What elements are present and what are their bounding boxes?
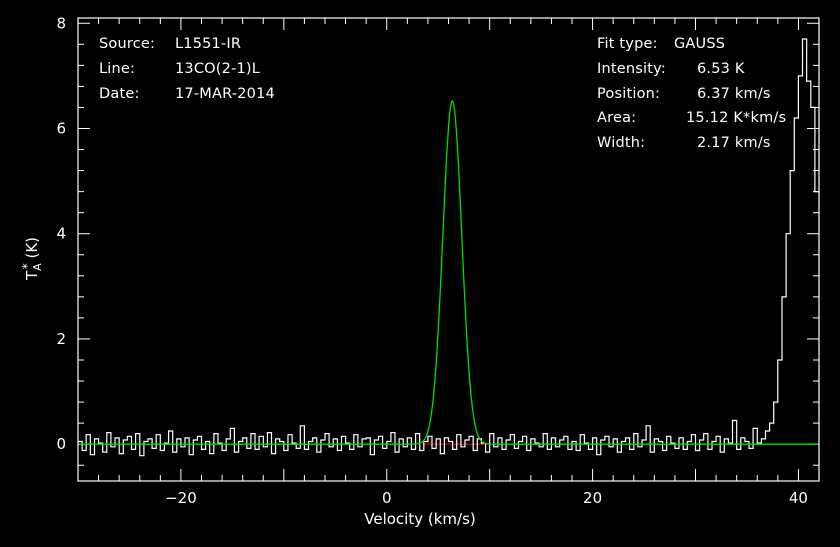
gaussian-fit-line [78, 99, 818, 445]
x-tick-label: −20 [165, 489, 197, 507]
x-tick-label: 0 [382, 489, 392, 507]
y-axis-label-main: T [23, 270, 41, 280]
y-axis-label: TA* (K) [20, 237, 44, 280]
y-axis-label-sup: * [20, 263, 34, 270]
y-tick-label: 0 [56, 435, 66, 453]
date-value: 17-MAR-2014 [175, 86, 275, 102]
fit-type-label: Fit type: [597, 36, 658, 52]
y-axis-label-unit: (K) [23, 236, 41, 264]
axis-tick-labels: −20 0 20 40 0 2 4 6 8 [56, 14, 808, 507]
width-label: Width: [597, 135, 646, 151]
x-axis-label: Velocity (km/s) [364, 510, 476, 528]
y-tick-label: 6 [56, 119, 66, 137]
position-value: 6.37 km/s [697, 86, 771, 102]
spectrum-line [78, 38, 819, 457]
position-label: Position: [597, 86, 661, 102]
fit-type-value: GAUSS [674, 36, 726, 52]
x-tick-label: 40 [789, 489, 808, 507]
line-value: 13CO(2-1)L [175, 61, 261, 77]
y-tick-label: 8 [56, 14, 66, 32]
source-label: Source: [99, 36, 156, 52]
width-value: 2.17 km/s [697, 135, 771, 151]
y-tick-label: 4 [56, 225, 66, 243]
area-value: 15.12 K*km/s [686, 110, 787, 126]
source-value: L1551-IR [175, 36, 242, 52]
x-tick-label: 20 [583, 489, 602, 507]
plot-frame [77, 17, 820, 482]
intensity-label: Intensity: [597, 61, 666, 77]
y-tick-label: 2 [56, 330, 66, 348]
axis-ticks [77, 18, 820, 481]
date-label: Date: [99, 86, 140, 102]
intensity-value: 6.53 K [697, 61, 745, 77]
line-label: Line: [99, 61, 136, 77]
area-label: Area: [597, 110, 637, 126]
